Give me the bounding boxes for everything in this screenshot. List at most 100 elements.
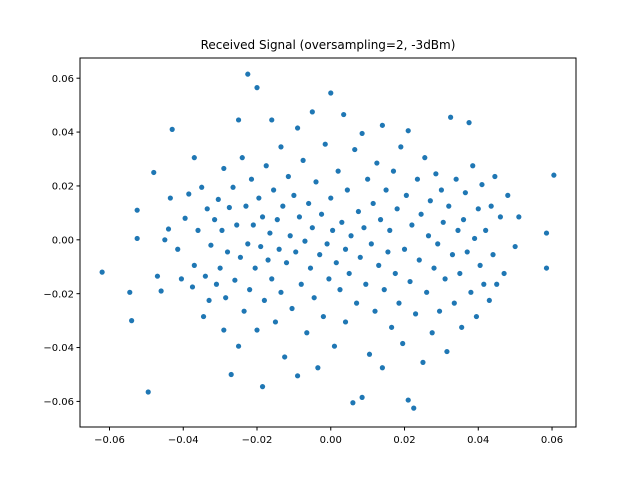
scatter-point	[370, 200, 376, 207]
scatter-point	[372, 308, 378, 314]
scatter-point	[418, 211, 424, 217]
scatter-point	[224, 249, 231, 255]
scatter-point	[365, 176, 371, 182]
scatter-point	[424, 289, 430, 295]
scatter-point	[195, 227, 201, 233]
scatter-point	[145, 389, 151, 395]
plot-area-frame	[79, 57, 577, 428]
scatter-point	[414, 176, 421, 182]
scatter-point	[328, 195, 334, 201]
scatter-point	[543, 265, 550, 271]
scatter-point	[449, 252, 456, 258]
scatter-point	[471, 235, 478, 242]
scatter-point	[199, 184, 205, 190]
scatter-point	[440, 219, 446, 225]
scatter-point	[129, 318, 135, 324]
scatter-point	[341, 111, 347, 118]
scatter-point	[215, 196, 221, 203]
scatter-point	[366, 351, 373, 357]
scatter-point	[213, 281, 220, 287]
scatter-point	[291, 192, 297, 198]
scatter-point	[228, 371, 234, 378]
scatter-point	[422, 155, 428, 161]
scatter-point	[241, 308, 247, 314]
scatter-point	[158, 288, 164, 294]
scatter-point	[335, 168, 341, 174]
scatter-point	[278, 144, 284, 150]
scatter-point	[151, 169, 157, 176]
scatter-point	[512, 243, 518, 250]
scatter-point	[234, 222, 240, 228]
scatter-point	[326, 276, 332, 282]
scatter-point	[516, 214, 522, 220]
y-tick-label: 0.06	[52, 74, 74, 85]
scatter-point	[254, 327, 260, 333]
x-tick-label: −0.06	[94, 435, 125, 446]
scatter-point	[235, 343, 242, 349]
scatter-point	[453, 176, 459, 182]
scatter-point	[475, 206, 481, 212]
scatter-point	[287, 233, 293, 239]
scatter-point	[263, 163, 269, 169]
scatter-point	[543, 230, 550, 236]
x-tick-label: −0.04	[168, 435, 199, 446]
scatter-point	[200, 313, 207, 320]
scatter-point	[381, 287, 387, 293]
scatter-point	[311, 295, 317, 301]
scatter-point	[416, 257, 422, 263]
scatter-point	[438, 187, 444, 193]
scatter-point	[551, 172, 557, 178]
scatter-point	[342, 319, 349, 325]
scatter-point	[269, 276, 275, 282]
scatter-point	[258, 243, 264, 250]
scatter-point	[99, 269, 105, 275]
scatter-point	[243, 203, 249, 209]
scatter-point	[265, 257, 271, 263]
scatter-point	[208, 242, 214, 248]
scatter-point	[307, 265, 314, 271]
scatter-point	[294, 125, 301, 131]
scatter-point	[361, 225, 367, 231]
scatter-point	[304, 330, 310, 336]
scatter-point	[431, 265, 437, 271]
scatter-point	[446, 203, 452, 209]
scatter-point	[298, 281, 304, 287]
scatter-point	[167, 195, 173, 201]
scatter-point	[494, 281, 500, 287]
y-axis: −0.06 −0.04 −0.02 0.00 0.02 0.04 0.06	[43, 74, 80, 408]
scatter-point	[169, 126, 175, 132]
x-tick-label: −0.02	[242, 435, 273, 446]
scatter-point	[389, 324, 395, 330]
scatter-point	[206, 297, 212, 304]
scatter-point	[337, 287, 343, 293]
scatter-point	[221, 165, 227, 172]
scatter-point	[252, 265, 258, 271]
scatter-point	[396, 300, 402, 306]
scatter-point	[442, 276, 448, 282]
scatter-point	[269, 117, 275, 123]
scatter-point	[259, 384, 266, 390]
scatter-point	[293, 249, 299, 255]
scatter-point	[309, 225, 315, 231]
scatter-point	[247, 287, 253, 293]
scatter-point	[451, 300, 457, 306]
scatter-point	[230, 184, 236, 190]
scatter-point	[473, 313, 480, 320]
scatter-point	[191, 155, 197, 161]
scatter-point	[276, 246, 282, 252]
scatter-point	[392, 270, 398, 277]
scatter-point	[394, 206, 400, 212]
scatter-point	[427, 198, 433, 204]
scatter-point	[226, 204, 232, 211]
scatter-point	[385, 249, 391, 255]
chart-title: Received Signal (oversampling=2, -3dBm)	[201, 38, 456, 52]
scatter-point	[339, 219, 345, 225]
scatter-point	[191, 262, 197, 268]
scatter-point	[182, 215, 188, 221]
scatter-point	[407, 278, 413, 285]
scatter-point	[505, 192, 511, 198]
scatter-point	[486, 297, 492, 304]
